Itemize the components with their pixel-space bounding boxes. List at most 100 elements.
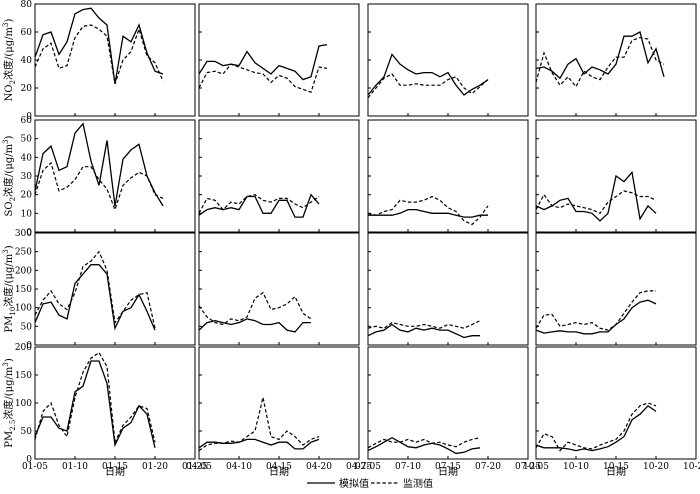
ytick-label: 0 (26, 341, 32, 351)
series-obs-line (198, 291, 312, 326)
ytick-label: 10 (21, 209, 33, 219)
ytick-label: 0 (26, 228, 32, 238)
y-axis-label-part: 浓度/(μg/m (2, 143, 15, 197)
y-axis-label-part: ) (4, 358, 15, 362)
series-sim-line (198, 193, 320, 218)
series-sim-line (535, 404, 657, 452)
ytick-label: 20 (21, 191, 33, 201)
ytick-label: 200 (15, 266, 32, 276)
ytick-label: 100 (15, 399, 32, 409)
ytick-label: 60 (21, 28, 33, 38)
xtick-label: 04-05 (186, 462, 212, 472)
panel-so2-2 (367, 119, 529, 233)
y-axis-label-part: ) (4, 245, 15, 249)
panel-pm25-3: 10-05 10-10 10-15 10-20 10-25 (523, 346, 700, 472)
y-axis-label-part: 3 (2, 362, 10, 366)
ytick-label: 40 (21, 153, 33, 163)
xtick-label: 01-25 (182, 462, 208, 472)
ytick-label: 300 (15, 229, 32, 239)
series-sim-line (535, 299, 657, 335)
series-obs-line (198, 63, 328, 93)
y-axis-label-part: NO (4, 84, 15, 101)
panel-no2-1 (198, 3, 360, 117)
panel-so2-3 (535, 119, 697, 233)
series-sim-line (535, 31, 665, 80)
xtick-label: 07-25 (515, 462, 541, 472)
panel-so2-0-frame (34, 119, 196, 233)
series-sim-line (535, 170, 657, 222)
legend-obs-label: 监测值 (403, 477, 433, 490)
y-axis-label-part: PM (4, 431, 15, 448)
series-sim-line (34, 360, 156, 448)
legend-sim-label: 模拟值 (339, 477, 369, 490)
series-sim-line (198, 318, 311, 333)
panel-so2-1 (198, 119, 360, 233)
panel-pm10-2-frame (367, 232, 529, 346)
y-axis-label-part: 3 (2, 139, 10, 143)
y-axis-label-part: PM (4, 316, 15, 333)
series-sim-line (367, 436, 481, 455)
y-axis-label-part: 浓度/(μg/m (2, 253, 15, 307)
panel-pm10-3 (535, 232, 697, 346)
ytick-label: 100 (15, 304, 32, 314)
xtick-label: 04-10 (226, 462, 252, 472)
x-axis-label: 日期 (438, 466, 458, 478)
xtick-label: 10-05 (523, 462, 549, 472)
series-sim-line (198, 438, 320, 450)
panel-grid: 020406080NO2浓度/(μg/m3)0102030405060SO2浓度… (2, 0, 700, 478)
xtick-label: 07-10 (395, 462, 421, 472)
series-obs-line (367, 195, 489, 226)
ytick-label: 20 (21, 84, 33, 94)
xtick-label: 10-20 (643, 462, 669, 472)
panel-no2-3-frame (535, 3, 697, 117)
ytick-label: 150 (15, 371, 32, 381)
series-obs-line (535, 290, 656, 331)
panel-pm10-0: 0 50 100 150 200 250 300 (15, 229, 196, 351)
panel-pm25-1: 04-05 04-10 04-15 04-20 04-25 (186, 346, 372, 472)
y-axis-label-no2: NO2浓度/(μg/m3) (2, 18, 17, 101)
ytick-label: 80 (21, 0, 33, 10)
xtick-label: 10-15 (603, 462, 629, 472)
panel-pm10-3-frame (535, 232, 697, 346)
ytick-label: 0 (26, 455, 32, 465)
y-axis-label-part: 浓度/(μg/m (2, 366, 15, 420)
x-axis-label: 日期 (105, 466, 125, 478)
ytick-label: 0 (26, 112, 32, 122)
series-obs-line (367, 320, 481, 329)
ytick-label: 30 (21, 172, 33, 182)
series-obs-line (535, 402, 657, 452)
series-obs-line (34, 351, 156, 445)
y-axis-label-part: SO (4, 201, 15, 216)
panel-pm10-1-frame (198, 232, 360, 346)
ytick-label: 60 (21, 116, 33, 126)
y-axis-label-part: ) (4, 135, 15, 139)
series-sim-line (367, 53, 489, 96)
panel-pm10-2 (367, 232, 529, 346)
y-axis-label-part: 10 (9, 307, 17, 316)
xtick-label: 01-15 (102, 462, 128, 472)
panel-pm25-2-frame (367, 346, 529, 460)
xtick-label: 07-15 (435, 462, 461, 472)
y-axis-label-pm10: PM10浓度/(μg/m3) (2, 245, 17, 332)
panel-no2-3 (535, 3, 697, 117)
ytick-label: 50 (21, 135, 33, 145)
panel-no2-2-frame (367, 3, 529, 117)
series-sim-line (368, 208, 488, 218)
ytick-label: 250 (15, 248, 32, 258)
panel-pm25-2: 07-05 07-10 07-15 07-20 07-25 (355, 346, 541, 472)
legend: 模拟值 监测值 (307, 477, 433, 490)
ytick-label: 50 (21, 427, 33, 437)
panel-pm10-1 (198, 232, 360, 346)
y-axis-label-part: 2 (9, 80, 17, 84)
x-axis-label: 日期 (606, 466, 626, 478)
y-axis-label-part: 3 (2, 249, 10, 253)
series-obs-line (34, 161, 164, 212)
y-axis-label-part: 2 (9, 197, 17, 201)
series-obs-line (367, 437, 481, 449)
y-axis-label-part: 浓度/(μg/m (2, 26, 15, 80)
xtick-label: 07-20 (475, 462, 501, 472)
series-sim-line (34, 7, 164, 84)
y-axis-label-part: 3 (2, 22, 10, 26)
series-obs-line (34, 250, 156, 329)
